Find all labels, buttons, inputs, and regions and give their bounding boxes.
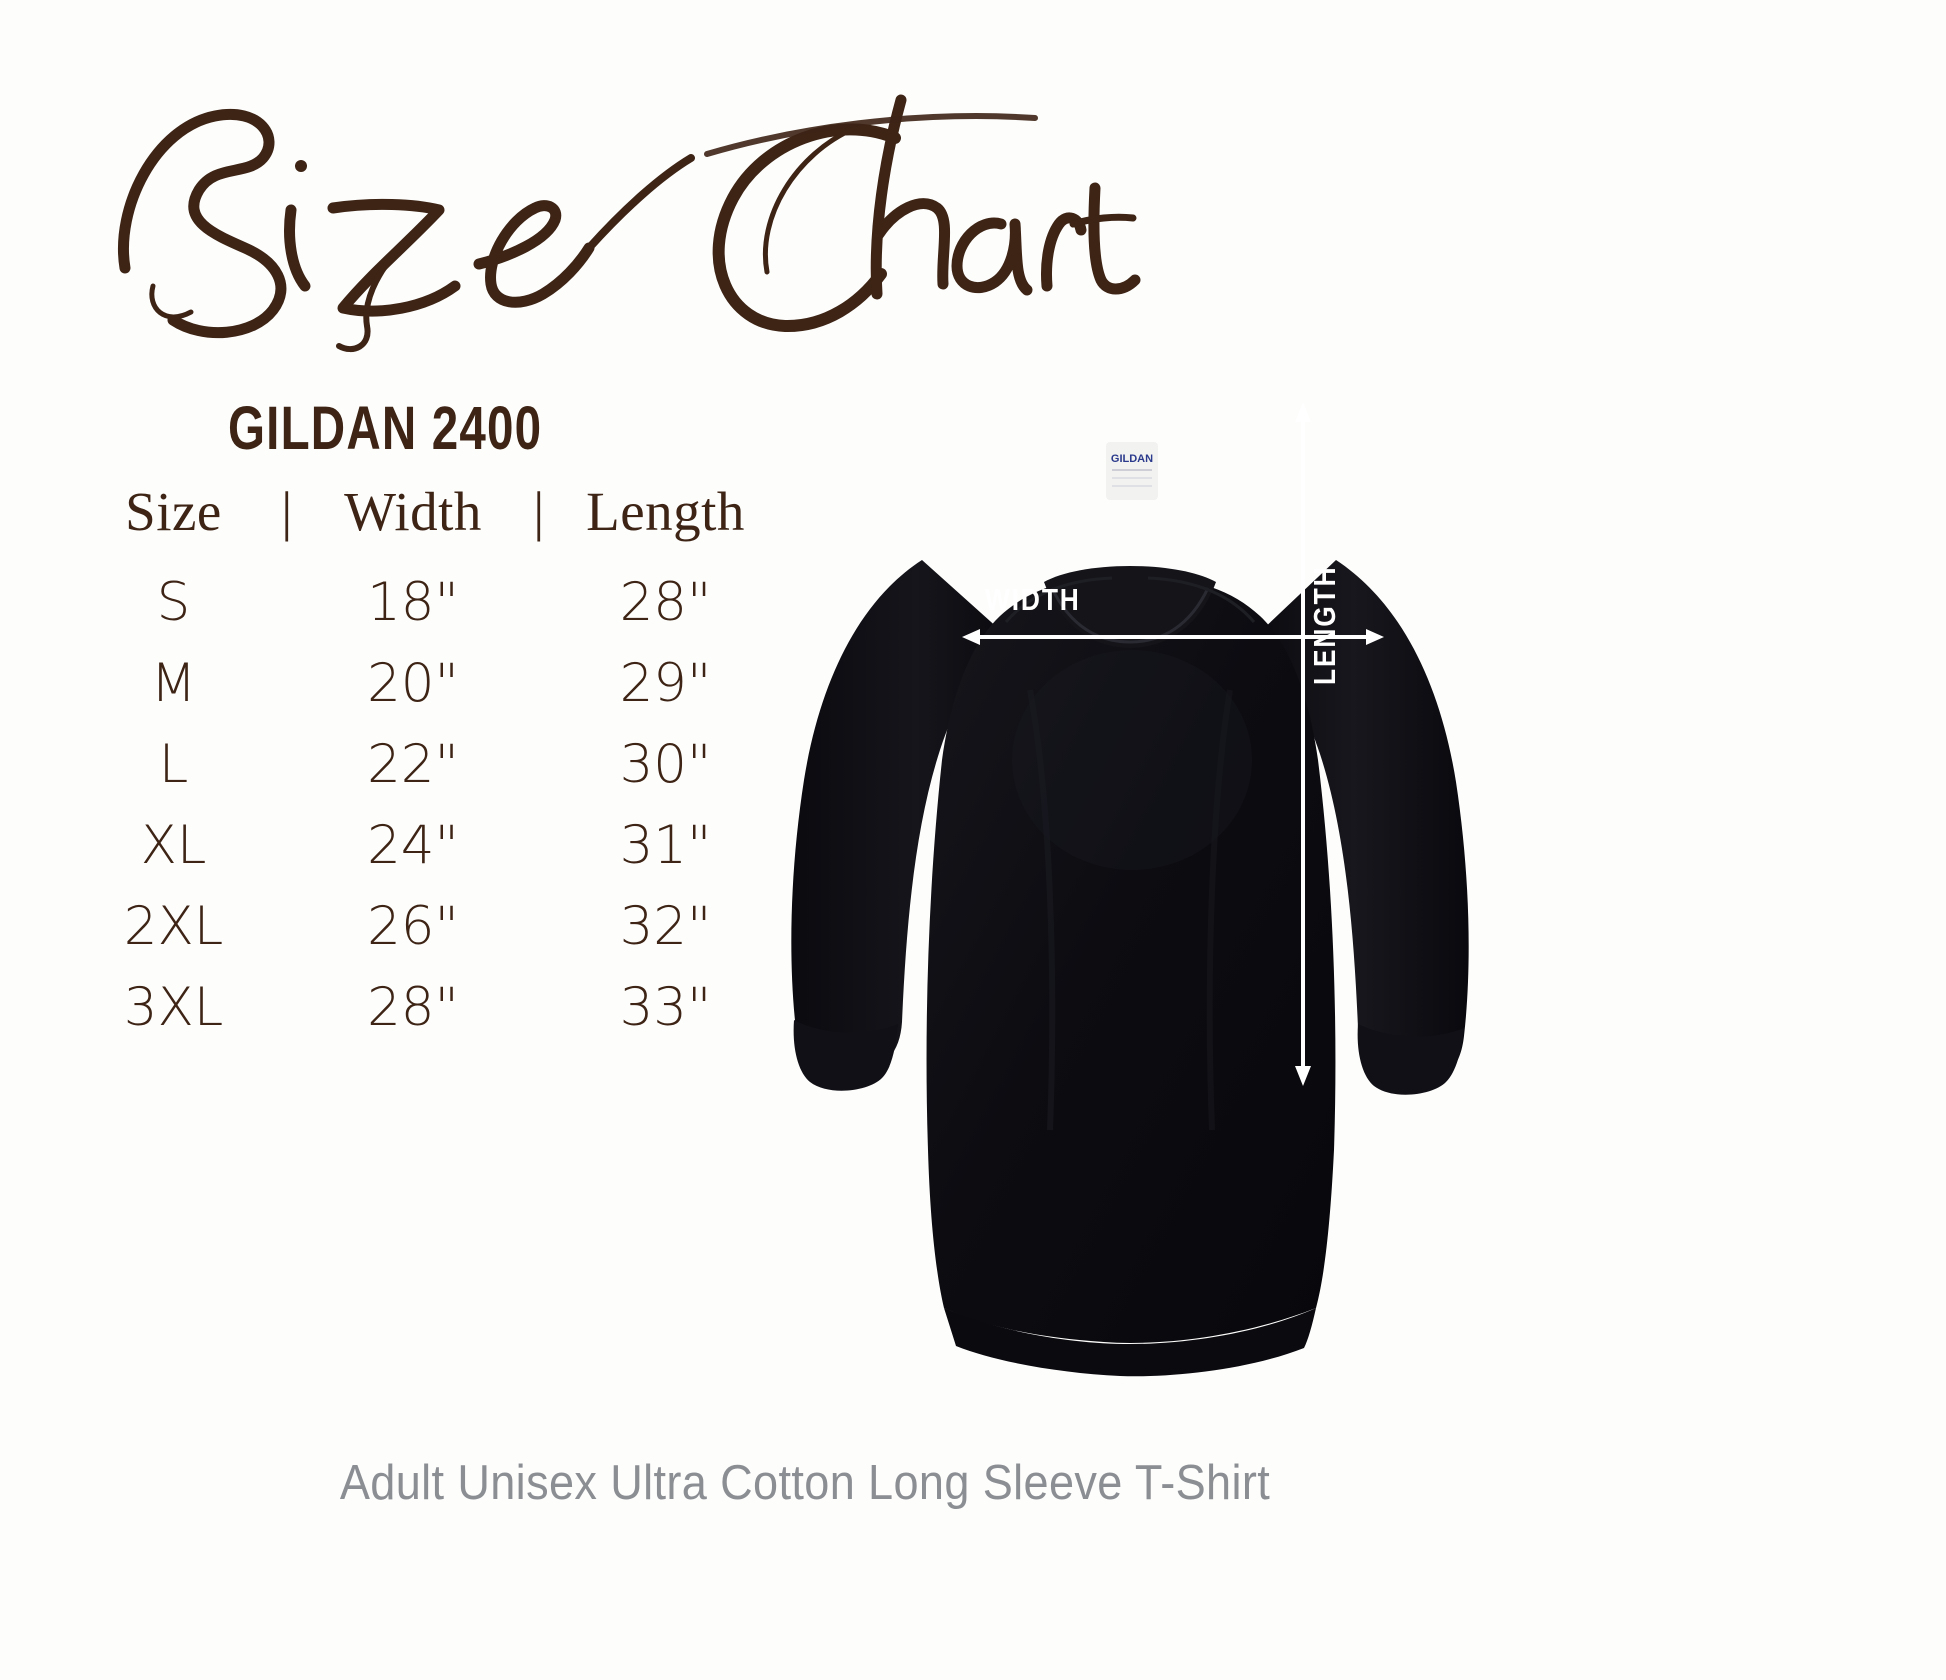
cell-size: L (158, 734, 189, 795)
width-arrow-head-left (962, 629, 980, 645)
column-header-width: Width (344, 481, 482, 542)
right-shoulder-seam (1147, 576, 1256, 623)
shirt-body (926, 576, 1336, 1343)
right-cuff (1357, 1024, 1464, 1095)
product-caption: Adult Unisex Ultra Cotton Long Sleeve T-… (339, 1456, 1271, 1510)
cell-length: 29" (619, 653, 712, 714)
cell-length: 32" (619, 896, 712, 957)
cell-width: 18" (367, 572, 459, 633)
left-shoulder-seam (1004, 576, 1113, 623)
cell-width: 26" (367, 896, 459, 957)
cell-size: M (150, 653, 197, 714)
product-photo: GILDAN (700, 330, 1560, 1430)
cell-size: 2XL (123, 896, 224, 957)
cell-width: 20" (367, 653, 459, 714)
fabric-fold-right (1206, 689, 1233, 1131)
table-row: S 18" 28" (86, 572, 766, 653)
column-header-length: Length (586, 481, 745, 542)
cell-size: 3XL (123, 977, 224, 1038)
cell-length: 31" (619, 815, 712, 876)
column-header-size: Size (125, 481, 222, 542)
fabric-fold-left (1027, 689, 1056, 1131)
cell-length: 28" (619, 572, 712, 633)
right-sleeve (1260, 560, 1469, 1081)
size-chart-script-title (118, 94, 1141, 353)
left-cuff (793, 1020, 898, 1091)
shirt-hem (944, 1308, 1316, 1377)
brand-model-label: GILDAN 2400 (228, 394, 543, 462)
table-row: XL 24" 31" (86, 815, 766, 896)
size-table: Size | Width | Length S 18" 28" M 20" 29… (86, 480, 766, 1058)
cell-length: 30" (619, 734, 712, 795)
cell-width: 22" (367, 734, 459, 795)
left-sleeve (791, 560, 1000, 1075)
collar-seam (1050, 587, 1210, 644)
table-row: 2XL 26" 32" (86, 896, 766, 977)
measurement-arrows (962, 402, 1384, 1086)
header-separator-2: | (533, 481, 545, 542)
cell-size: S (156, 572, 191, 633)
page-title (95, 58, 1175, 358)
width-arrow-head-right (1366, 629, 1384, 645)
table-row: 3XL 28" 33" (86, 977, 766, 1058)
svg-text:GILDAN: GILDAN (1111, 453, 1153, 465)
length-arrow-head-top (1295, 402, 1311, 422)
cell-size: XL (140, 815, 207, 876)
header-separator-1: | (281, 481, 293, 542)
cell-width: 24" (367, 815, 459, 876)
neck-tag: GILDAN (1106, 442, 1158, 500)
table-header-row: Size | Width | Length (86, 480, 766, 572)
table-row: L 22" 30" (86, 734, 766, 815)
table-row: M 20" 29" (86, 653, 766, 734)
collar (1044, 566, 1216, 648)
length-arrow-head-bottom (1295, 1066, 1311, 1086)
cell-length: 33" (619, 977, 712, 1038)
long-sleeve-tshirt-illustration: GILDAN (791, 402, 1469, 1377)
cell-width: 28" (367, 977, 459, 1038)
chest-highlight (1012, 650, 1252, 870)
